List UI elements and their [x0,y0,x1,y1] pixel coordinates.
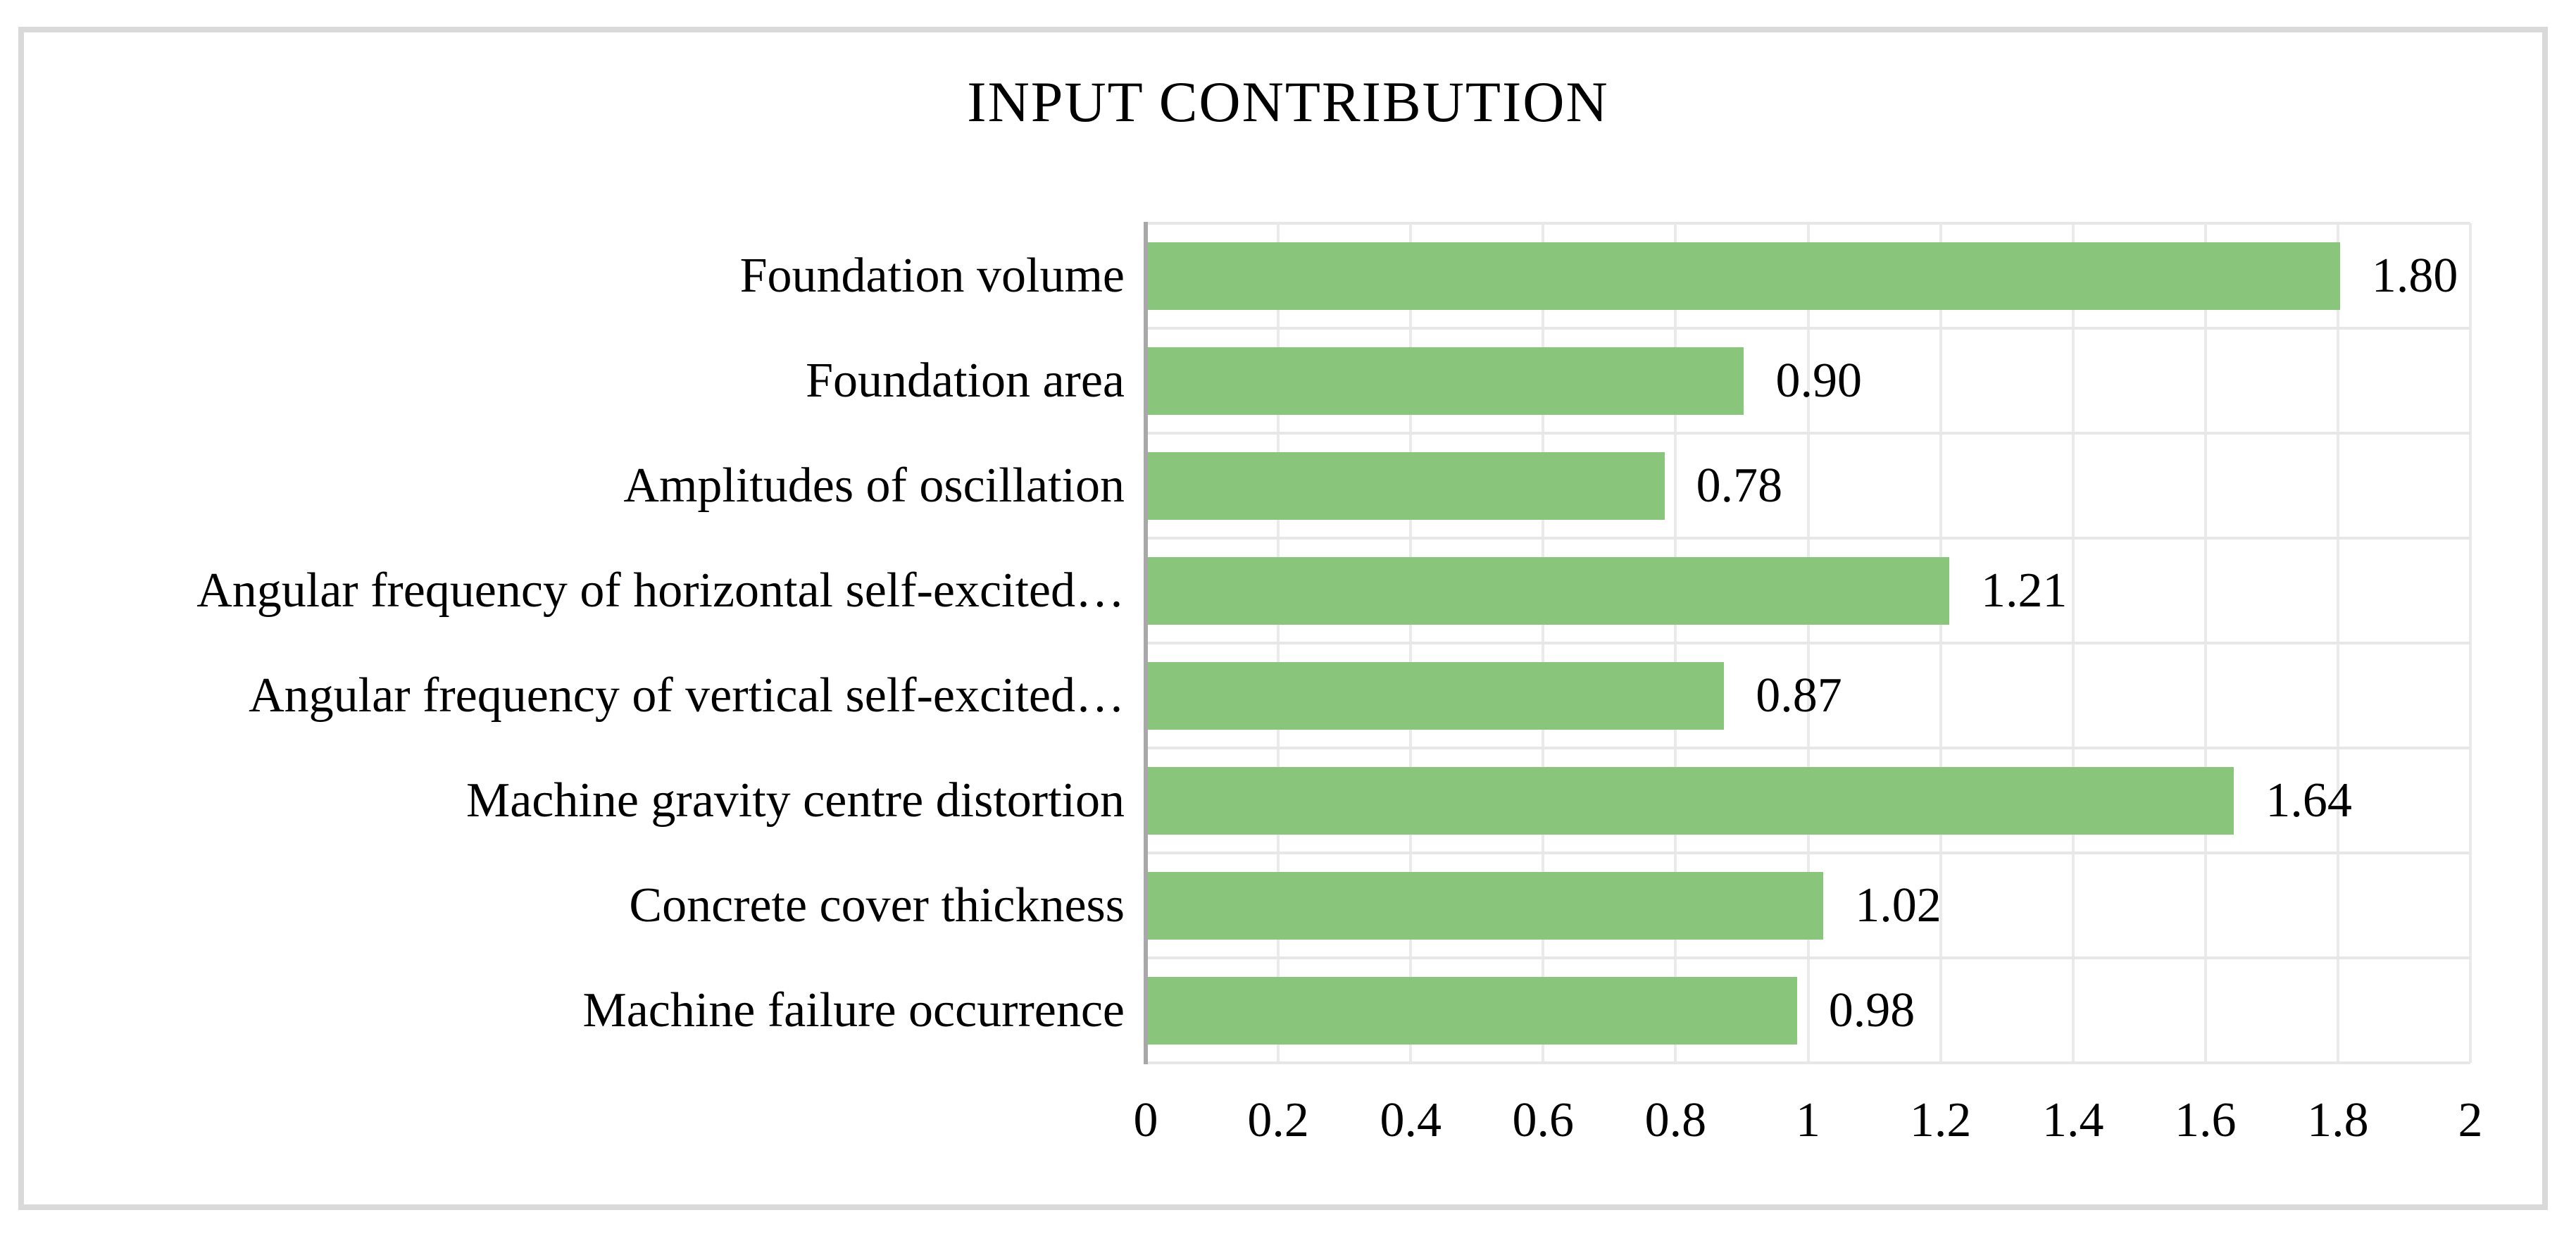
category-label: Angular frequency of vertical self-excit… [249,668,1125,723]
x-tick-label: 0.4 [1380,1093,1442,1147]
x-tick-label: 1.8 [2307,1093,2369,1147]
x-tick-label: 1.4 [2042,1093,2104,1147]
category-label: Concrete cover thickness [629,878,1125,933]
gridline-vertical [2469,223,2472,1063]
gridline-horizontal [1146,222,2470,225]
bar [1148,976,1797,1045]
x-tick-label: 2 [2458,1093,2483,1147]
gridline-horizontal [1146,537,2470,540]
x-tick-label: 0.8 [1644,1093,1707,1147]
x-tick-label: 0.2 [1247,1093,1309,1147]
x-tick-label: 1 [1796,1093,1820,1147]
x-tick-label: 0.6 [1512,1093,1575,1147]
bar [1148,556,1949,625]
gridline-horizontal [1146,747,2470,749]
bar-value-label: 1.02 [1855,878,1942,933]
bar-value-label: 0.78 [1696,458,1783,513]
gridline-horizontal [1146,432,2470,435]
bar-value-label: 1.80 [2371,248,2458,303]
bar [1148,766,2234,835]
bar [1148,347,1744,415]
category-label: Angular frequency of horizontal self-exc… [196,563,1125,618]
bar-value-label: 0.90 [1775,353,1862,408]
bar [1148,871,1824,940]
gridline-horizontal [1146,642,2470,644]
bar-value-label: 0.98 [1828,983,1915,1037]
gridline-horizontal [1146,327,2470,330]
bar-value-label: 1.21 [1981,563,2068,618]
category-label: Foundation volume [739,248,1125,303]
gridline-horizontal [1146,1061,2470,1064]
bar [1148,242,2340,310]
chart-title: INPUT CONTRIBUTION [967,70,1609,134]
x-tick-label: 1.2 [1909,1093,1972,1147]
gridline-horizontal [1146,956,2470,959]
bar-value-label: 1.64 [2265,773,2352,828]
plot-area [1144,222,2472,1064]
bar [1148,661,1725,730]
bar-value-label: 0.87 [1756,668,1842,723]
gridline-horizontal [1146,852,2470,854]
category-label: Amplitudes of oscillation [623,458,1125,513]
category-label: Foundation area [806,353,1125,408]
bar [1148,451,1665,520]
category-label: Machine failure occurrence [582,983,1125,1037]
category-label: Machine gravity centre distortion [466,773,1125,828]
x-tick-label: 0 [1133,1093,1158,1147]
y-axis-line [1144,222,1148,1064]
x-tick-label: 1.6 [2175,1093,2237,1147]
